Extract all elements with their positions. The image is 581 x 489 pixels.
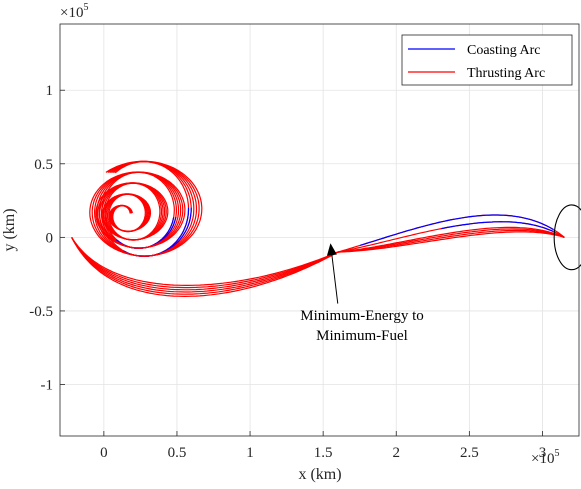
target-body [553, 204, 581, 271]
legend-label-thrusting: Thrusting Arc [467, 66, 545, 81]
x-axis-label: x (km) [298, 466, 341, 483]
legend-box [401, 34, 573, 86]
x-tick-label: 1 [246, 445, 254, 461]
y-tick-label: 0.5 [34, 157, 53, 173]
plot-background [60, 24, 579, 436]
legend-label-coasting: Coasting Arc [467, 43, 541, 58]
annotation-arrow-shaft [331, 255, 339, 304]
y-axis-label: y (km) [1, 208, 18, 251]
annotation-line-2: Minimum-Fuel [316, 328, 408, 344]
coasting-arc [441, 221, 554, 232]
legend: Coasting Arc Thrusting Arc [401, 34, 573, 86]
annotation-line-1: Minimum-Energy to [300, 308, 423, 324]
x-multiplier: ×105 [531, 448, 559, 467]
plot-frame [59, 23, 580, 437]
x-tick-label: 0.5 [168, 445, 187, 461]
x-tick-label: 0 [100, 445, 108, 461]
y-multiplier-base: ×10 [60, 5, 83, 21]
series-layer [71, 160, 565, 298]
y-tick-label: -0.5 [29, 304, 53, 320]
annotation-arrow-head [326, 243, 337, 256]
x-tick-label: 2.5 [460, 445, 479, 461]
y-tick-label: 1 [46, 83, 54, 99]
x-multiplier-exponent: 5 [554, 448, 559, 459]
coasting-arc [360, 214, 554, 246]
x-tick-label: 3 [539, 445, 547, 461]
x-tick-label: 1.5 [314, 445, 333, 461]
y-tick-label: -1 [41, 378, 54, 394]
thrusting-arc-transfer [71, 231, 565, 298]
x-multiplier-base: ×10 [531, 451, 554, 467]
target-body-layer [553, 204, 581, 271]
ticks: 0 0.5 1 1.5 2 2.5 3 1 0.5 0 -0.5 -1 [29, 83, 546, 461]
x-tick-label: 2 [393, 445, 401, 461]
y-multiplier-exponent: 5 [83, 2, 88, 13]
y-tick-label: 0 [46, 230, 54, 246]
y-multiplier: ×105 [60, 2, 88, 21]
annotation: Minimum-Energy to Minimum-Fuel [300, 243, 424, 344]
thrusting-arc-spiral [89, 160, 203, 257]
